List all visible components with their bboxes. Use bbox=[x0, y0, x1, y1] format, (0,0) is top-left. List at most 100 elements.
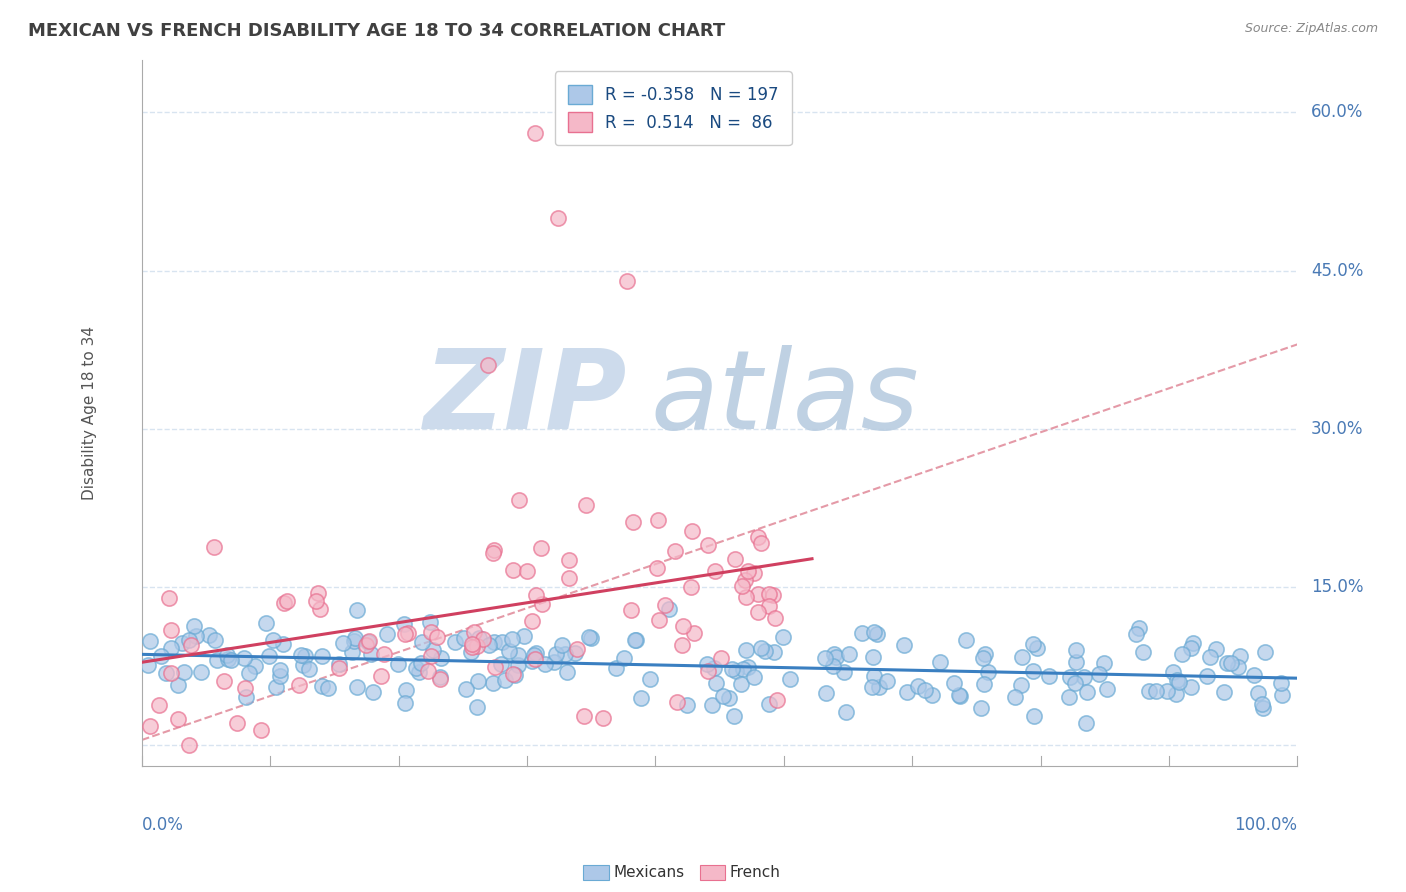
Point bbox=[1199, 649, 1222, 664]
Point bbox=[408, 665, 430, 679]
Point bbox=[832, 665, 855, 679]
Point bbox=[737, 565, 759, 579]
Point bbox=[724, 664, 747, 678]
Point bbox=[766, 693, 789, 707]
Point bbox=[664, 544, 686, 558]
Point bbox=[522, 648, 544, 662]
Point bbox=[1125, 627, 1147, 641]
Point bbox=[523, 127, 546, 141]
Point bbox=[697, 538, 720, 552]
Point bbox=[1271, 688, 1294, 702]
Point bbox=[630, 690, 652, 705]
Point bbox=[734, 643, 756, 657]
Point bbox=[574, 498, 596, 512]
Point bbox=[396, 626, 419, 640]
Point bbox=[706, 676, 728, 690]
Text: Source: ZipAtlas.com: Source: ZipAtlas.com bbox=[1244, 22, 1378, 36]
Point bbox=[557, 552, 579, 566]
Point bbox=[671, 639, 693, 653]
Point bbox=[696, 657, 718, 671]
Point bbox=[482, 676, 505, 690]
Point bbox=[501, 632, 523, 646]
Point bbox=[1010, 677, 1032, 691]
Text: atlas: atlas bbox=[650, 345, 920, 452]
Point bbox=[718, 690, 741, 705]
Point bbox=[394, 627, 416, 641]
Point bbox=[304, 594, 326, 608]
Point bbox=[702, 698, 724, 712]
Point bbox=[730, 677, 752, 691]
Point bbox=[907, 679, 929, 693]
Text: 0.0%: 0.0% bbox=[142, 816, 184, 834]
Point bbox=[547, 211, 569, 225]
Point bbox=[1213, 684, 1236, 698]
Point bbox=[921, 688, 943, 702]
Point bbox=[1144, 684, 1167, 698]
Point bbox=[969, 700, 991, 714]
Point bbox=[513, 629, 536, 643]
Point bbox=[578, 630, 600, 644]
Point bbox=[494, 673, 516, 688]
Point bbox=[1092, 656, 1115, 670]
Point bbox=[863, 625, 886, 640]
Point bbox=[758, 697, 780, 711]
Point bbox=[1227, 659, 1250, 673]
Text: Mexicans: Mexicans bbox=[613, 865, 685, 880]
Point bbox=[896, 685, 918, 699]
Point bbox=[1243, 668, 1265, 682]
Point bbox=[1171, 647, 1194, 661]
Point bbox=[758, 586, 780, 600]
Point bbox=[749, 640, 772, 655]
Text: 15.0%: 15.0% bbox=[1312, 578, 1364, 596]
Point bbox=[555, 665, 578, 679]
Point bbox=[648, 613, 671, 627]
Point bbox=[825, 649, 848, 664]
Point bbox=[758, 599, 780, 614]
Point bbox=[976, 665, 998, 679]
Point bbox=[233, 650, 256, 665]
Point bbox=[524, 588, 547, 602]
Point bbox=[737, 660, 759, 674]
Point bbox=[723, 708, 745, 723]
Point bbox=[948, 688, 970, 702]
Point bbox=[524, 646, 547, 660]
Point bbox=[233, 681, 256, 696]
Point bbox=[749, 536, 772, 550]
Point bbox=[489, 657, 512, 672]
Point bbox=[498, 643, 520, 657]
Point bbox=[703, 564, 725, 578]
Point bbox=[973, 647, 995, 661]
Point bbox=[838, 647, 860, 661]
Point bbox=[929, 655, 952, 669]
Point bbox=[721, 662, 744, 676]
Point bbox=[621, 515, 644, 529]
Point bbox=[1251, 697, 1274, 711]
Point bbox=[157, 591, 180, 606]
Point bbox=[373, 648, 395, 662]
Point bbox=[711, 690, 734, 704]
Point bbox=[159, 623, 181, 637]
Point bbox=[311, 680, 333, 694]
Point bbox=[520, 654, 543, 668]
Point bbox=[676, 698, 699, 713]
Point bbox=[565, 642, 588, 657]
Point bbox=[1038, 669, 1060, 683]
Point bbox=[394, 696, 416, 710]
Point bbox=[640, 673, 662, 687]
Point bbox=[754, 644, 776, 658]
Point bbox=[465, 639, 488, 653]
Point bbox=[204, 632, 226, 647]
Point bbox=[1229, 649, 1251, 664]
Point bbox=[516, 565, 538, 579]
Point bbox=[1022, 637, 1045, 651]
Point bbox=[422, 643, 444, 657]
Point bbox=[554, 648, 576, 662]
Point bbox=[1254, 645, 1277, 659]
Point bbox=[430, 651, 453, 665]
Point bbox=[375, 627, 398, 641]
Point bbox=[681, 524, 703, 538]
Point bbox=[703, 661, 725, 675]
Text: MEXICAN VS FRENCH DISABILITY AGE 18 TO 34 CORRELATION CHART: MEXICAN VS FRENCH DISABILITY AGE 18 TO 3… bbox=[28, 22, 725, 40]
Point bbox=[654, 598, 676, 612]
Point bbox=[370, 669, 392, 683]
